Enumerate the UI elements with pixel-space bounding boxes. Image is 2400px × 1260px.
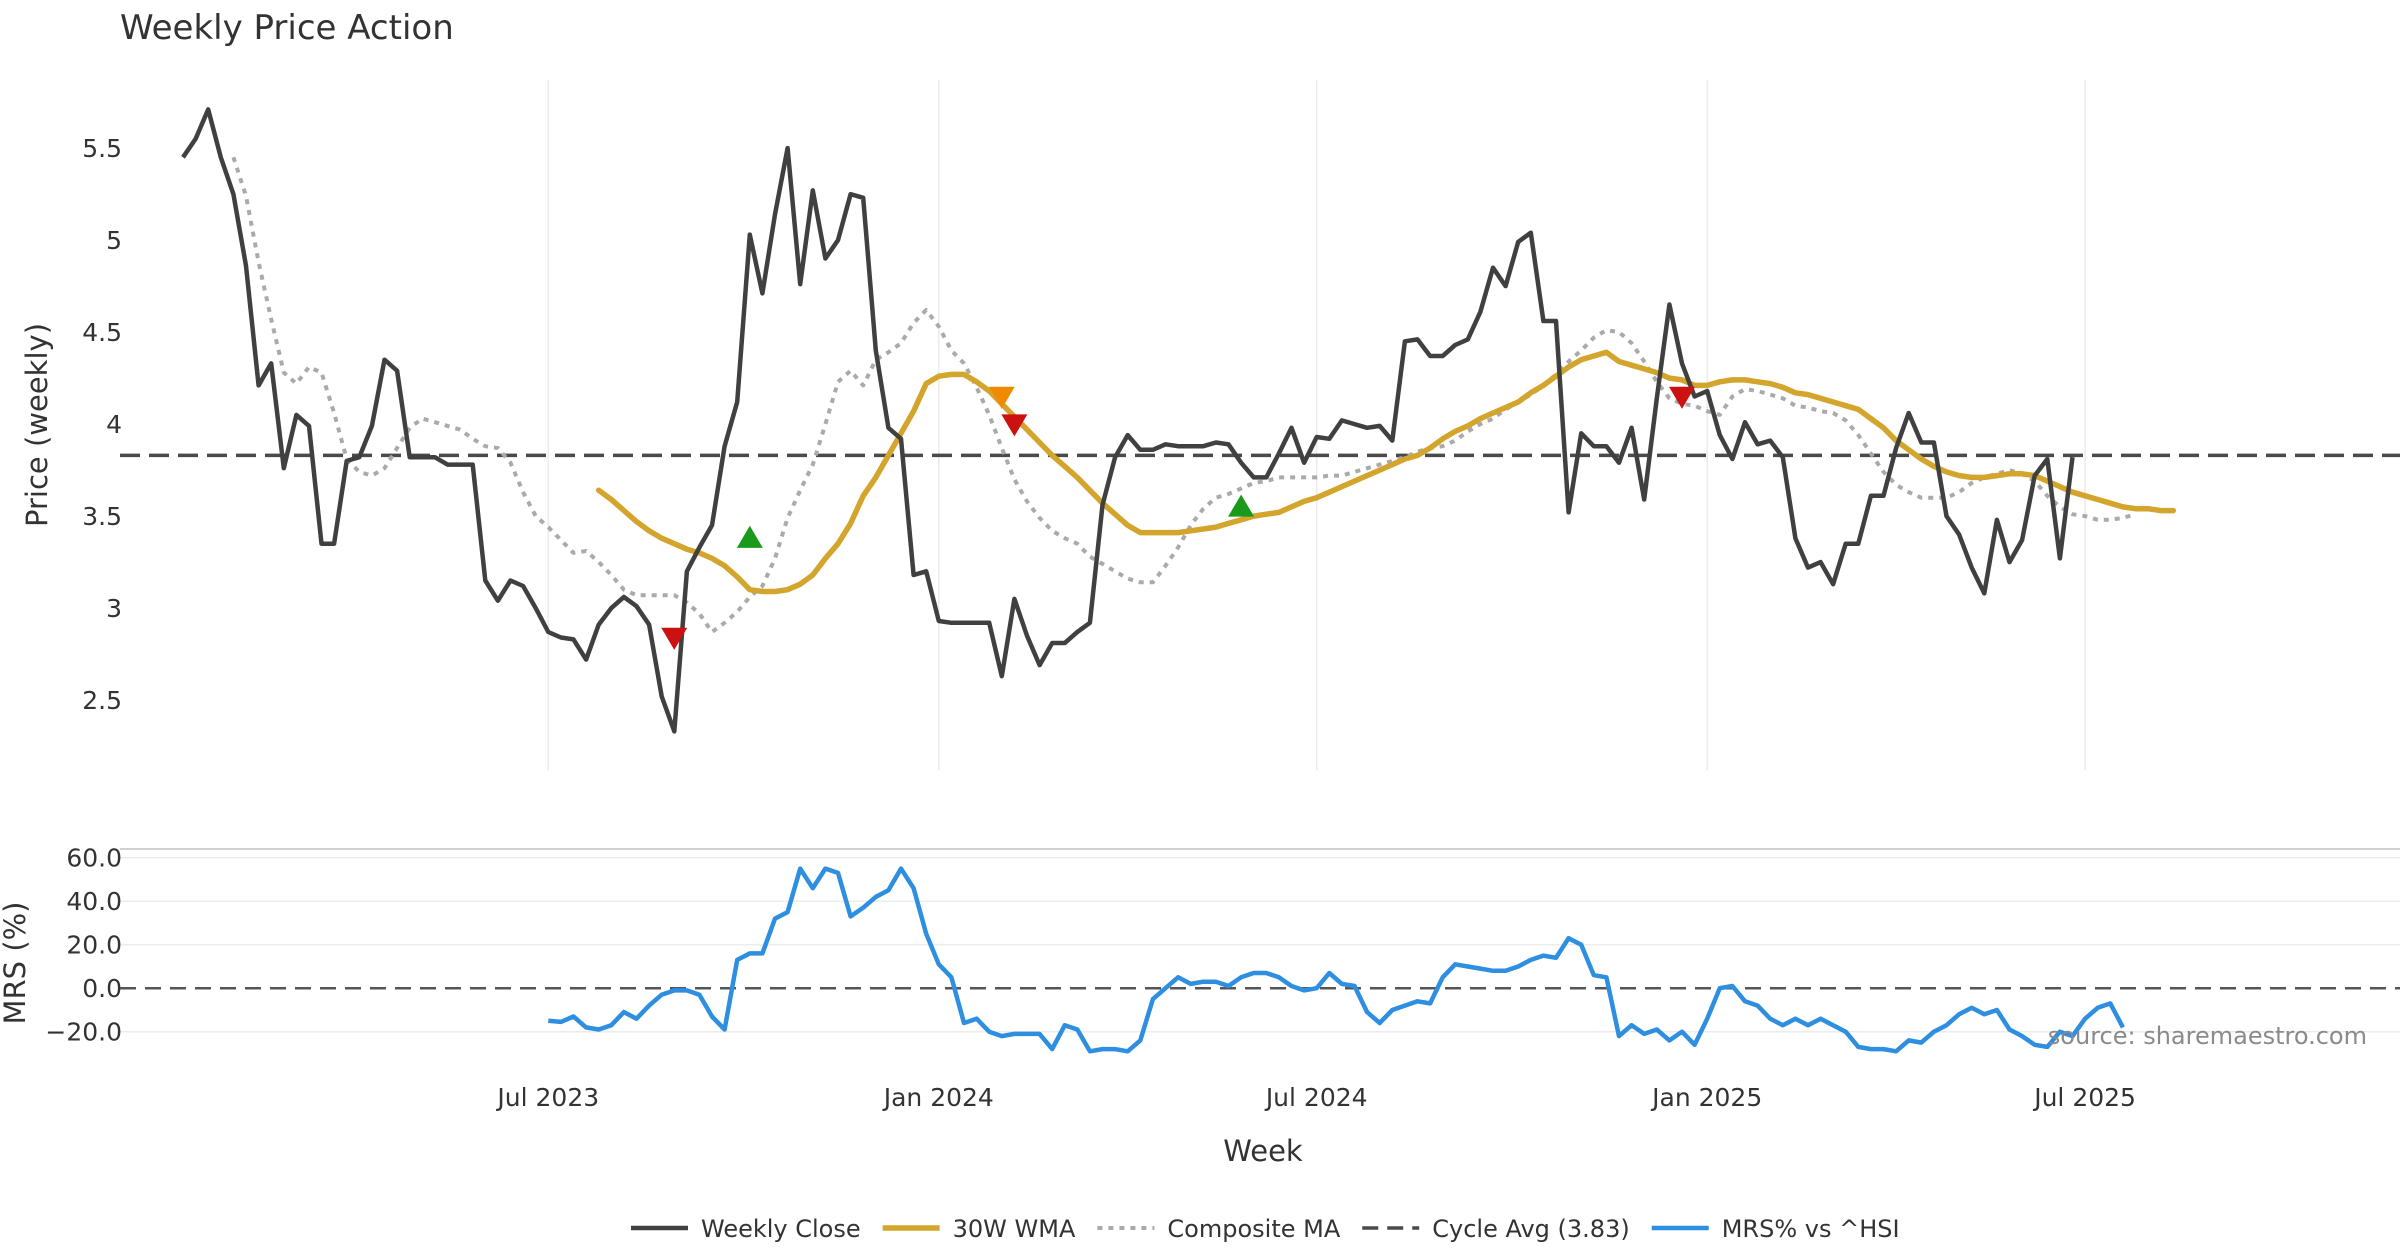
legend-item: MRS% vs ^HSI [1651,1215,1900,1243]
mrs-y-tick-label: 40.0 [66,887,122,916]
buy-signal-marker [736,525,763,548]
legend-label: MRS% vs ^HSI [1722,1215,1900,1243]
x-tick-label: Jul 2023 [495,1083,599,1112]
legend-item: Weekly Close [631,1215,861,1243]
price-y-ticks: 2.5 3 3.5 4 4.5 5 5.5 [82,134,122,715]
legend-label: Composite MA [1167,1215,1340,1243]
signal-markers [661,386,1695,650]
sell-signal-marker [661,627,688,650]
chart-title: Weekly Price Action [120,8,454,48]
price-y-tick-label: 4 [106,410,122,439]
x-axis-ticks: Jul 2023 Jan 2024 Jul 2024 Jan 2025 Jul 2025 [495,1083,2136,1112]
price-gridlines [547,80,2086,770]
mrs-y-ticks: −20.0 0.0 20.0 40.0 60.0 [45,844,122,1047]
x-axis-label: Week [1223,1134,1303,1168]
sell-signal-marker [1668,386,1695,409]
price-y-tick-label: 3 [106,594,122,623]
weekly-close-line [181,107,2075,734]
mrs-y-tick-label: 0.0 [82,974,122,1003]
legend-label: Cycle Avg (3.83) [1432,1215,1629,1243]
legend-label: 30W WMA [953,1215,1076,1243]
x-tick-label: Jan 2025 [1650,1083,1762,1112]
legend-item: Composite MA [1097,1215,1341,1243]
composite-ma-line [231,156,2137,634]
buy-signal-marker [1228,494,1255,517]
sell-signal-marker [988,386,1015,409]
mrs-y-axis-label: MRS (%) [0,902,32,1025]
x-tick-label: Jul 2025 [2032,1083,2136,1112]
mrs-gridlines [120,856,2400,1033]
price-y-tick-label: 4.5 [82,318,122,347]
price-y-tick-label: 5.5 [82,134,122,163]
mrs-line [548,866,2125,1054]
price-y-axis-label: Price (weekly) [20,323,54,527]
sell-signal-marker [1001,414,1028,437]
price-y-tick-label: 2.5 [82,686,122,715]
legend-item: Cycle Avg (3.83) [1362,1215,1630,1243]
wma-30w-line [595,349,2177,595]
source-attribution: source: sharemaestro.com [2048,1022,2367,1050]
mrs-y-tick-label: 20.0 [66,931,122,960]
mrs-y-tick-label: 60.0 [66,844,122,873]
x-tick-label: Jan 2024 [882,1083,994,1112]
legend-item: 30W WMA [882,1215,1076,1243]
x-tick-label: Jul 2024 [1264,1083,1368,1112]
legend-label: Weekly Close [701,1215,861,1243]
legend: Weekly Close 30W WMA Composite MA Cycle Avg… [631,1215,1900,1243]
price-y-tick-label: 3.5 [82,502,122,531]
mrs-y-tick-label: −20.0 [45,1018,122,1047]
price-y-tick-label: 5 [106,226,122,255]
